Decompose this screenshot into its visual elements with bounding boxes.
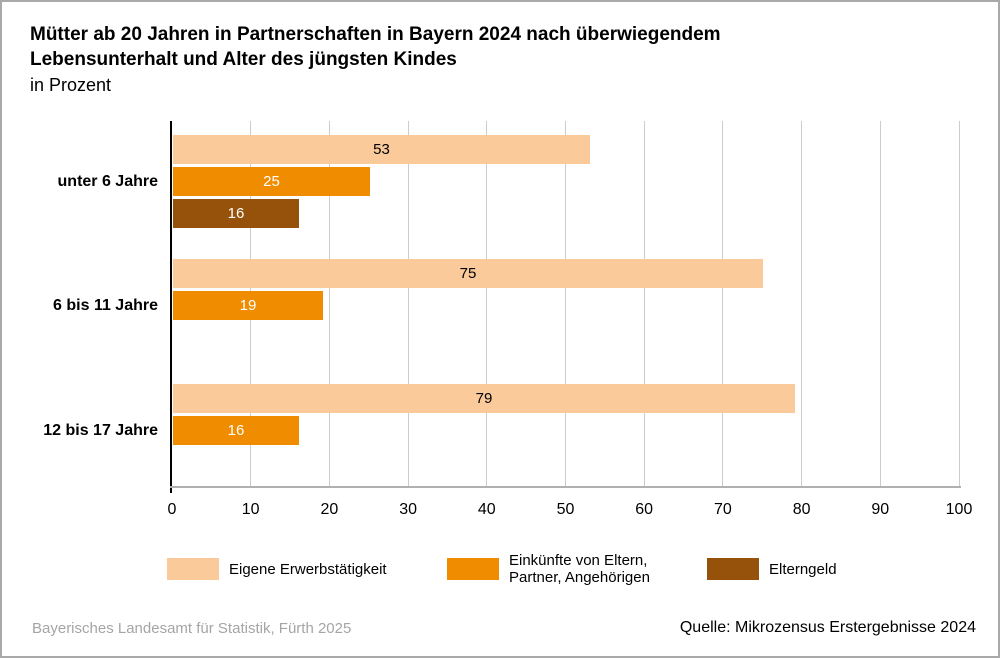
bar — [173, 384, 795, 413]
chart-subtitle: in Prozent — [30, 75, 112, 95]
legend-item: Eigene Erwerbstätigkeit — [167, 547, 387, 591]
x-tick-label: 60 — [635, 501, 654, 518]
bar-value-label: 53 — [373, 141, 390, 158]
x-tick-label: 30 — [399, 501, 417, 518]
category-label: 6 bis 11 Jahre — [53, 297, 158, 314]
gridline — [407, 121, 409, 487]
bar-value-label: 19 — [239, 297, 257, 314]
x-tick-label: 100 — [945, 501, 973, 518]
y-axis-line — [170, 121, 172, 493]
source-note: Quelle: Mikrozensus Erstergebnisse 2024 — [679, 619, 976, 636]
gridline — [486, 121, 488, 487]
gridline — [879, 121, 881, 487]
gridline — [801, 121, 803, 487]
legend-item: Elterngeld — [707, 547, 837, 591]
legend-label: Eigene Erwerbstätigkeit — [229, 560, 387, 578]
x-tick-label: 20 — [320, 501, 339, 518]
bar — [173, 199, 299, 228]
gridline — [565, 121, 566, 487]
bar-value-label: 75 — [459, 265, 477, 282]
bar — [173, 259, 763, 288]
bar — [173, 167, 370, 196]
legend-label: Elterngeld — [769, 560, 837, 578]
legend-swatch — [707, 558, 759, 580]
category-label: 12 bis 17 Jahre — [43, 422, 158, 439]
x-tick-label: 70 — [713, 501, 732, 518]
category-label: unter 6 Jahre — [57, 173, 158, 190]
legend-swatch — [447, 558, 499, 580]
legend-item: Einkünfte von Eltern, Partner, Angehörig… — [447, 547, 679, 591]
gridline — [328, 121, 330, 487]
x-tick-label: 10 — [241, 501, 260, 518]
chart-title: Mütter ab 20 Jahren in Partnerschaften i… — [30, 22, 721, 97]
gridline — [643, 121, 645, 487]
x-tick-label: 40 — [477, 501, 496, 518]
gridline — [958, 121, 960, 487]
legend-swatch — [167, 558, 219, 580]
x-axis-line — [170, 486, 961, 488]
bar — [173, 291, 323, 320]
publisher-note: Bayerisches Landesamt für Statistik, Für… — [32, 620, 352, 637]
bar-value-label: 16 — [227, 205, 245, 222]
x-tick-label: 90 — [871, 501, 890, 518]
legend: Eigene Erwerbstätigkeit Einkünfte von Elt… — [2, 547, 998, 591]
bar — [173, 135, 590, 164]
bar-value-label: 16 — [227, 422, 245, 439]
x-tick-label: 50 — [556, 501, 575, 518]
bar-value-label: 25 — [263, 173, 280, 190]
x-tick-label: 80 — [792, 501, 811, 518]
chart-title-line2: Lebensunterhalt und Alter des jüngsten K… — [30, 49, 457, 70]
x-tick-label: 0 — [167, 501, 177, 518]
bar-value-label: 79 — [475, 390, 493, 407]
legend-label: Einkünfte von Eltern, Partner, Angehörig… — [509, 552, 650, 586]
chart-title-line1: Mütter ab 20 Jahren in Partnerschaften i… — [30, 24, 721, 45]
gridline — [722, 121, 724, 487]
bar — [173, 416, 299, 445]
